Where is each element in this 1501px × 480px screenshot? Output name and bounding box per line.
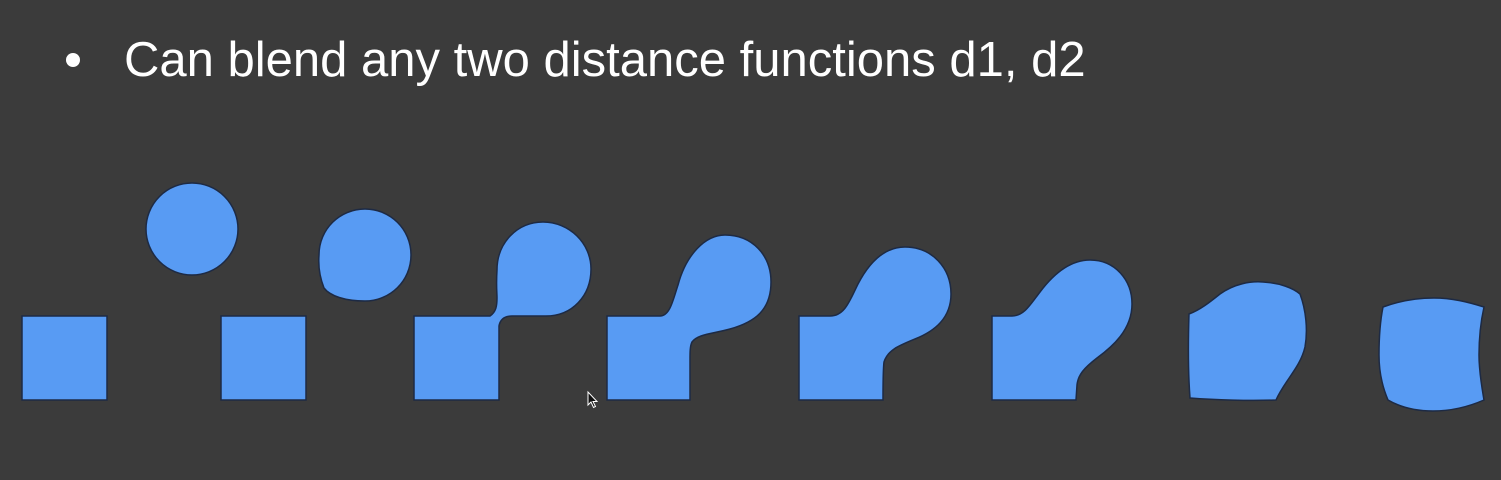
- blended-shape: [1378, 297, 1485, 412]
- blend-step-5: [798, 246, 952, 401]
- blend-step-4: [606, 234, 772, 401]
- blended-shape: [798, 246, 952, 401]
- bullet-item: Can blend any two distance functions d1,…: [58, 28, 1086, 92]
- mouse-pointer-icon: [587, 390, 599, 409]
- blended-shape: [413, 221, 592, 401]
- blend-step-6: [991, 259, 1133, 401]
- blended-shape: [991, 259, 1133, 401]
- blend-step-7: [1187, 281, 1308, 402]
- blend-step-3: [413, 221, 592, 401]
- blend-step-2: [220, 208, 412, 401]
- blend-step-1: [21, 182, 239, 401]
- circle-shape: [318, 208, 412, 302]
- bullet-text: Can blend any two distance functions d1,…: [124, 32, 1086, 87]
- square-shape: [21, 315, 108, 401]
- bullet-dot-icon: [66, 53, 80, 67]
- square-shape: [220, 315, 307, 401]
- blended-shape: [606, 234, 772, 401]
- blend-step-8: [1378, 297, 1485, 412]
- circle-shape: [145, 182, 239, 276]
- blended-shape: [1187, 281, 1308, 402]
